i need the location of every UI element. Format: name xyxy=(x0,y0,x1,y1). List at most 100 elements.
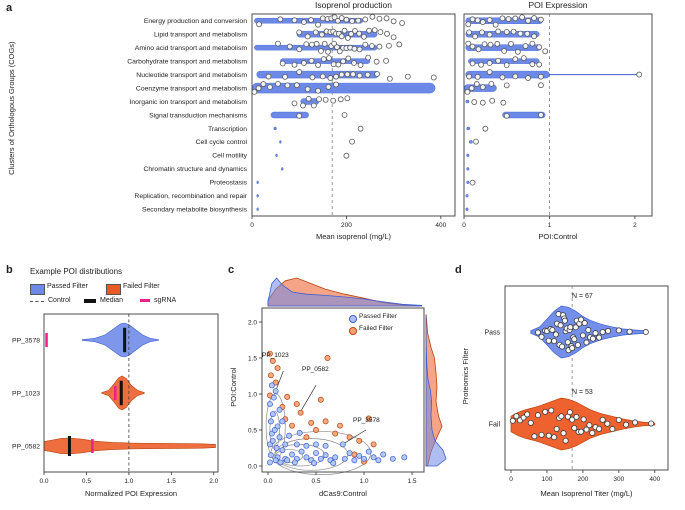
data-point-circle xyxy=(479,19,486,25)
data-point-circle xyxy=(531,15,537,21)
data-point-circle xyxy=(296,69,303,75)
data-point-circle xyxy=(357,125,364,132)
failed-filter-legend-dot xyxy=(349,327,357,335)
marginal-density-top xyxy=(267,277,422,307)
passed-point xyxy=(271,427,278,433)
data-point-circle xyxy=(548,407,555,414)
panel-a-ylabel: Clusters of Orthologous Groups (COGs) xyxy=(6,41,16,175)
tick-label: 0 xyxy=(509,476,513,483)
data-point-circle xyxy=(538,431,545,438)
tick-label: 200 xyxy=(341,222,352,229)
data-point-circle xyxy=(473,138,479,145)
data-point-circle xyxy=(578,428,585,435)
data-point-circle xyxy=(369,43,375,49)
data-point-circle xyxy=(326,55,332,62)
passed-point xyxy=(276,406,283,413)
category-label: Pass xyxy=(484,329,500,336)
failed-point xyxy=(272,379,279,386)
data-point-circle xyxy=(465,40,472,47)
data-point-circle xyxy=(331,14,338,21)
data-point-circle xyxy=(599,329,606,336)
passed-point xyxy=(284,457,291,464)
data-point-circle xyxy=(574,342,581,349)
data-point-circle xyxy=(474,74,481,80)
control-label: Control xyxy=(48,297,71,304)
data-point-circle xyxy=(356,30,363,37)
plot-box xyxy=(261,307,425,473)
failed-point xyxy=(293,401,300,408)
data-point-circle xyxy=(472,33,479,40)
data-point-circle xyxy=(364,71,371,78)
data-point-circle xyxy=(301,60,307,66)
data-point-circle xyxy=(310,102,317,109)
panel-c-ylabel: POI:Control xyxy=(228,367,238,407)
failed-point xyxy=(313,427,319,433)
data-point-circle xyxy=(468,85,475,92)
data-point-circle xyxy=(396,41,403,48)
data-point-circle xyxy=(338,71,345,78)
tick-label: 200 xyxy=(577,476,588,483)
data-point-circle xyxy=(251,88,258,95)
data-point-circle xyxy=(505,16,512,22)
data-point-circle xyxy=(340,58,347,65)
data-point-circle xyxy=(277,16,284,23)
strip-violin xyxy=(466,167,470,171)
passed-point xyxy=(298,448,305,455)
passed-point xyxy=(401,454,408,461)
data-point-circle xyxy=(279,60,286,67)
data-point-circle xyxy=(291,17,298,24)
data-point-circle xyxy=(376,43,383,50)
panel-a-right-title: POI Expression xyxy=(528,0,588,10)
data-point-circle xyxy=(356,46,363,53)
data-point-circle xyxy=(479,29,485,36)
data-point-circle xyxy=(553,426,560,433)
panel-c-letter: c xyxy=(228,264,235,276)
data-point-circle xyxy=(371,27,378,34)
failed-point xyxy=(289,422,295,429)
passed-point xyxy=(370,454,377,461)
data-point-circle xyxy=(330,97,337,104)
data-point-circle xyxy=(348,31,355,37)
passed-point xyxy=(303,454,310,461)
data-point-circle xyxy=(503,82,510,89)
data-point-circle xyxy=(399,20,406,26)
data-point-circle xyxy=(512,15,519,22)
strip-violin xyxy=(273,126,277,131)
data-point-circle xyxy=(383,15,390,22)
data-point-circle xyxy=(492,21,499,28)
data-point-circle xyxy=(519,14,526,21)
strip-violin xyxy=(270,111,309,119)
strip-violin xyxy=(275,153,278,158)
category-label: Signal transduction mechanisms xyxy=(149,112,247,119)
data-point-circle xyxy=(338,15,345,21)
data-point-circle xyxy=(499,74,506,81)
data-point-circle xyxy=(605,327,612,334)
passed-point xyxy=(341,455,348,462)
data-point-circle xyxy=(586,422,593,429)
data-point-circle xyxy=(615,416,622,423)
tick-label: 300 xyxy=(613,476,624,483)
passed-point xyxy=(330,460,337,467)
data-point-circle xyxy=(560,430,567,437)
data-point-circle xyxy=(325,84,332,90)
panel-d-n-fail: N = 53 xyxy=(572,389,593,396)
passed-point xyxy=(291,459,298,466)
plot-box xyxy=(43,313,219,473)
data-point-circle xyxy=(376,15,383,22)
category-label: Inorganic ion transport and metabolism xyxy=(130,99,248,106)
data-point-circle xyxy=(508,40,514,47)
data-point-circle xyxy=(531,433,538,440)
panel-d-n-pass: N = 67 xyxy=(572,293,593,300)
data-point-circle xyxy=(301,19,307,25)
data-point-circle xyxy=(330,61,337,68)
plot-box xyxy=(504,285,669,471)
passed-point xyxy=(282,441,289,448)
passed-point xyxy=(269,437,276,444)
tick-label: 100 xyxy=(542,476,553,483)
data-point-circle xyxy=(534,329,541,336)
passed-point xyxy=(279,418,286,425)
data-point-circle xyxy=(333,81,339,88)
data-point-circle xyxy=(538,112,544,118)
data-point-circle xyxy=(296,29,303,36)
data-point-circle xyxy=(473,81,480,87)
